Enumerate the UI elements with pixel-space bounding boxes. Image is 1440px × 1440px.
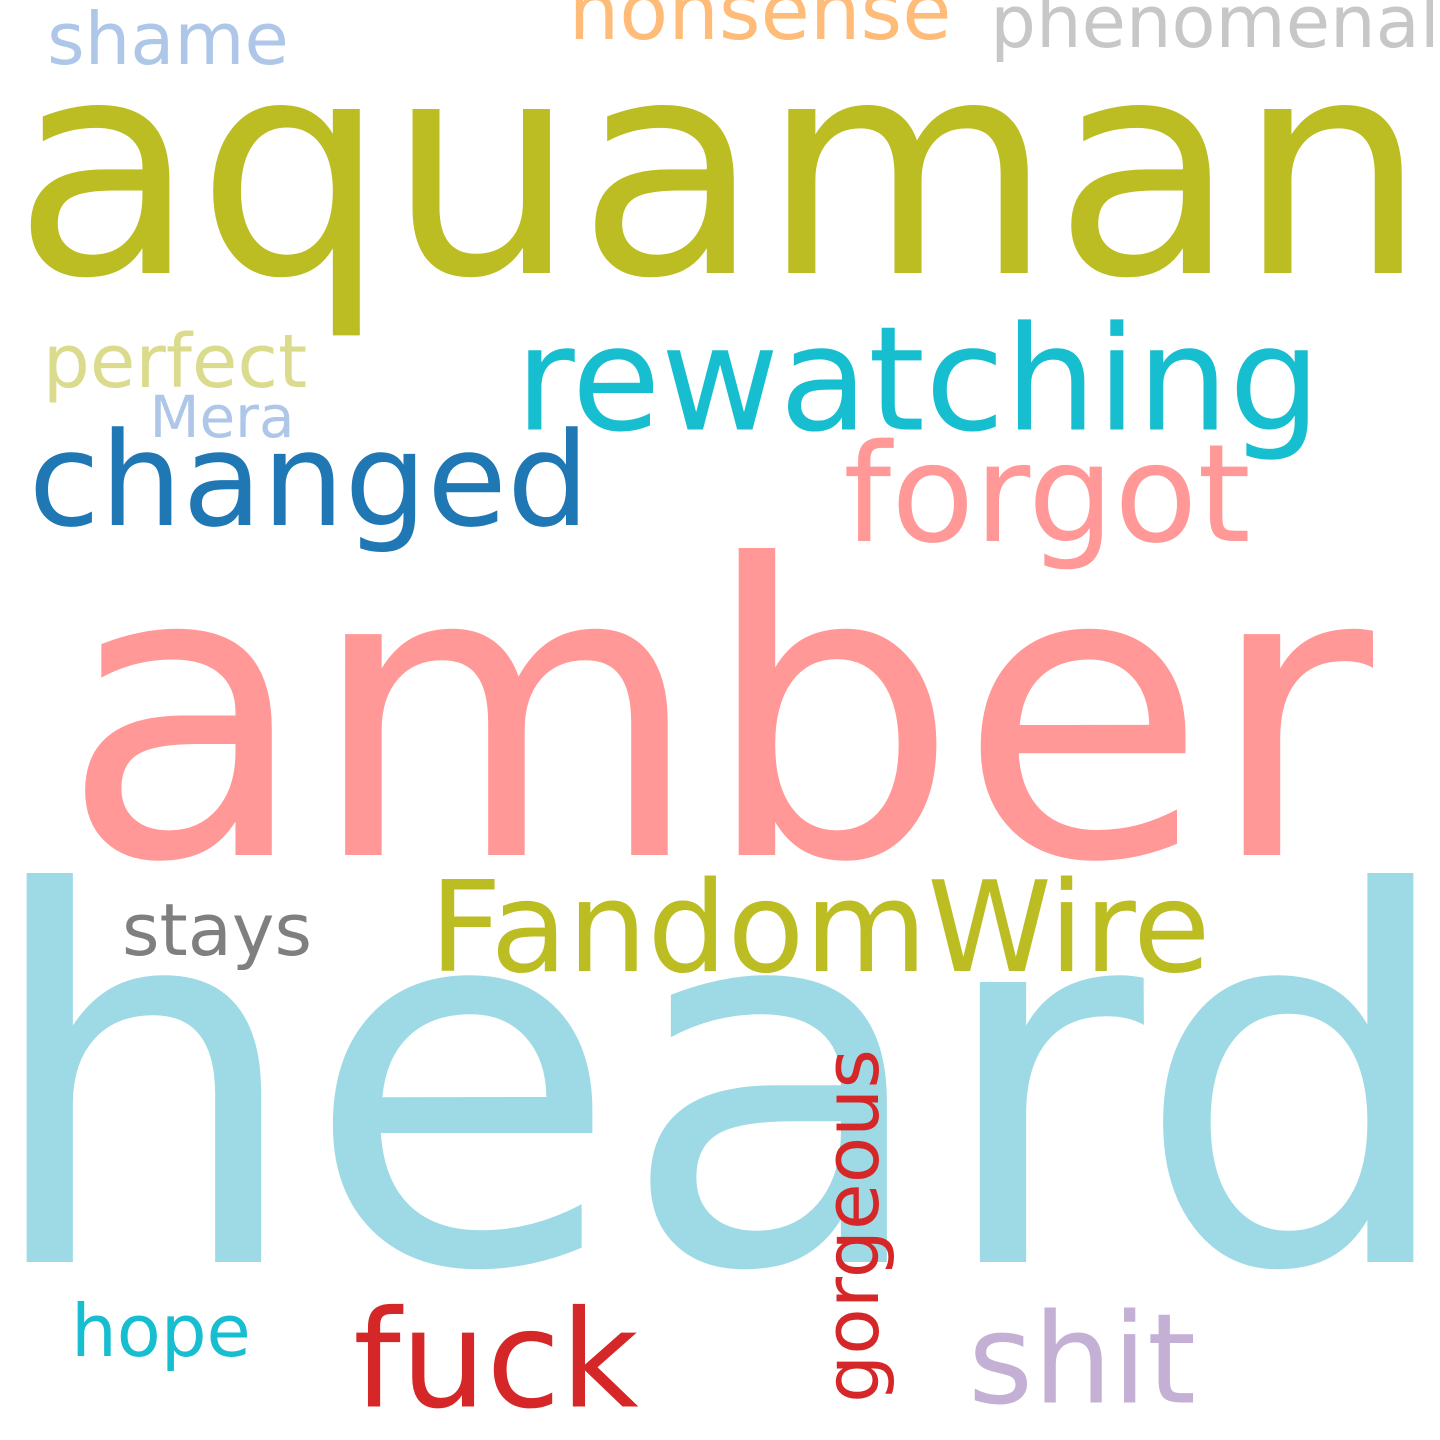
word-mera: Mera (149, 383, 295, 451)
word-fuck: fuck (353, 1281, 639, 1439)
word-amber: amber (60, 481, 1374, 951)
word-stays: stays (122, 888, 312, 972)
word-heard: heard (0, 787, 1440, 1383)
word-rewatching: rewatching (515, 295, 1321, 465)
word-perfect: perfect (42, 319, 308, 405)
word-gorgeous: gorgeous (807, 1049, 896, 1403)
word-nonsense: nonsense (568, 0, 952, 58)
word-shame: shame (47, 0, 289, 81)
word-aquaman: aquaman (12, 0, 1428, 344)
word-fandomwire: FandomWire (429, 854, 1211, 1001)
word-hope: hope (71, 1289, 251, 1373)
word-shit: shit (967, 1287, 1197, 1433)
word-changed: changed (28, 404, 590, 556)
word-phenomenal: phenomenal (990, 0, 1440, 64)
word-forgot: forgot (843, 416, 1251, 574)
